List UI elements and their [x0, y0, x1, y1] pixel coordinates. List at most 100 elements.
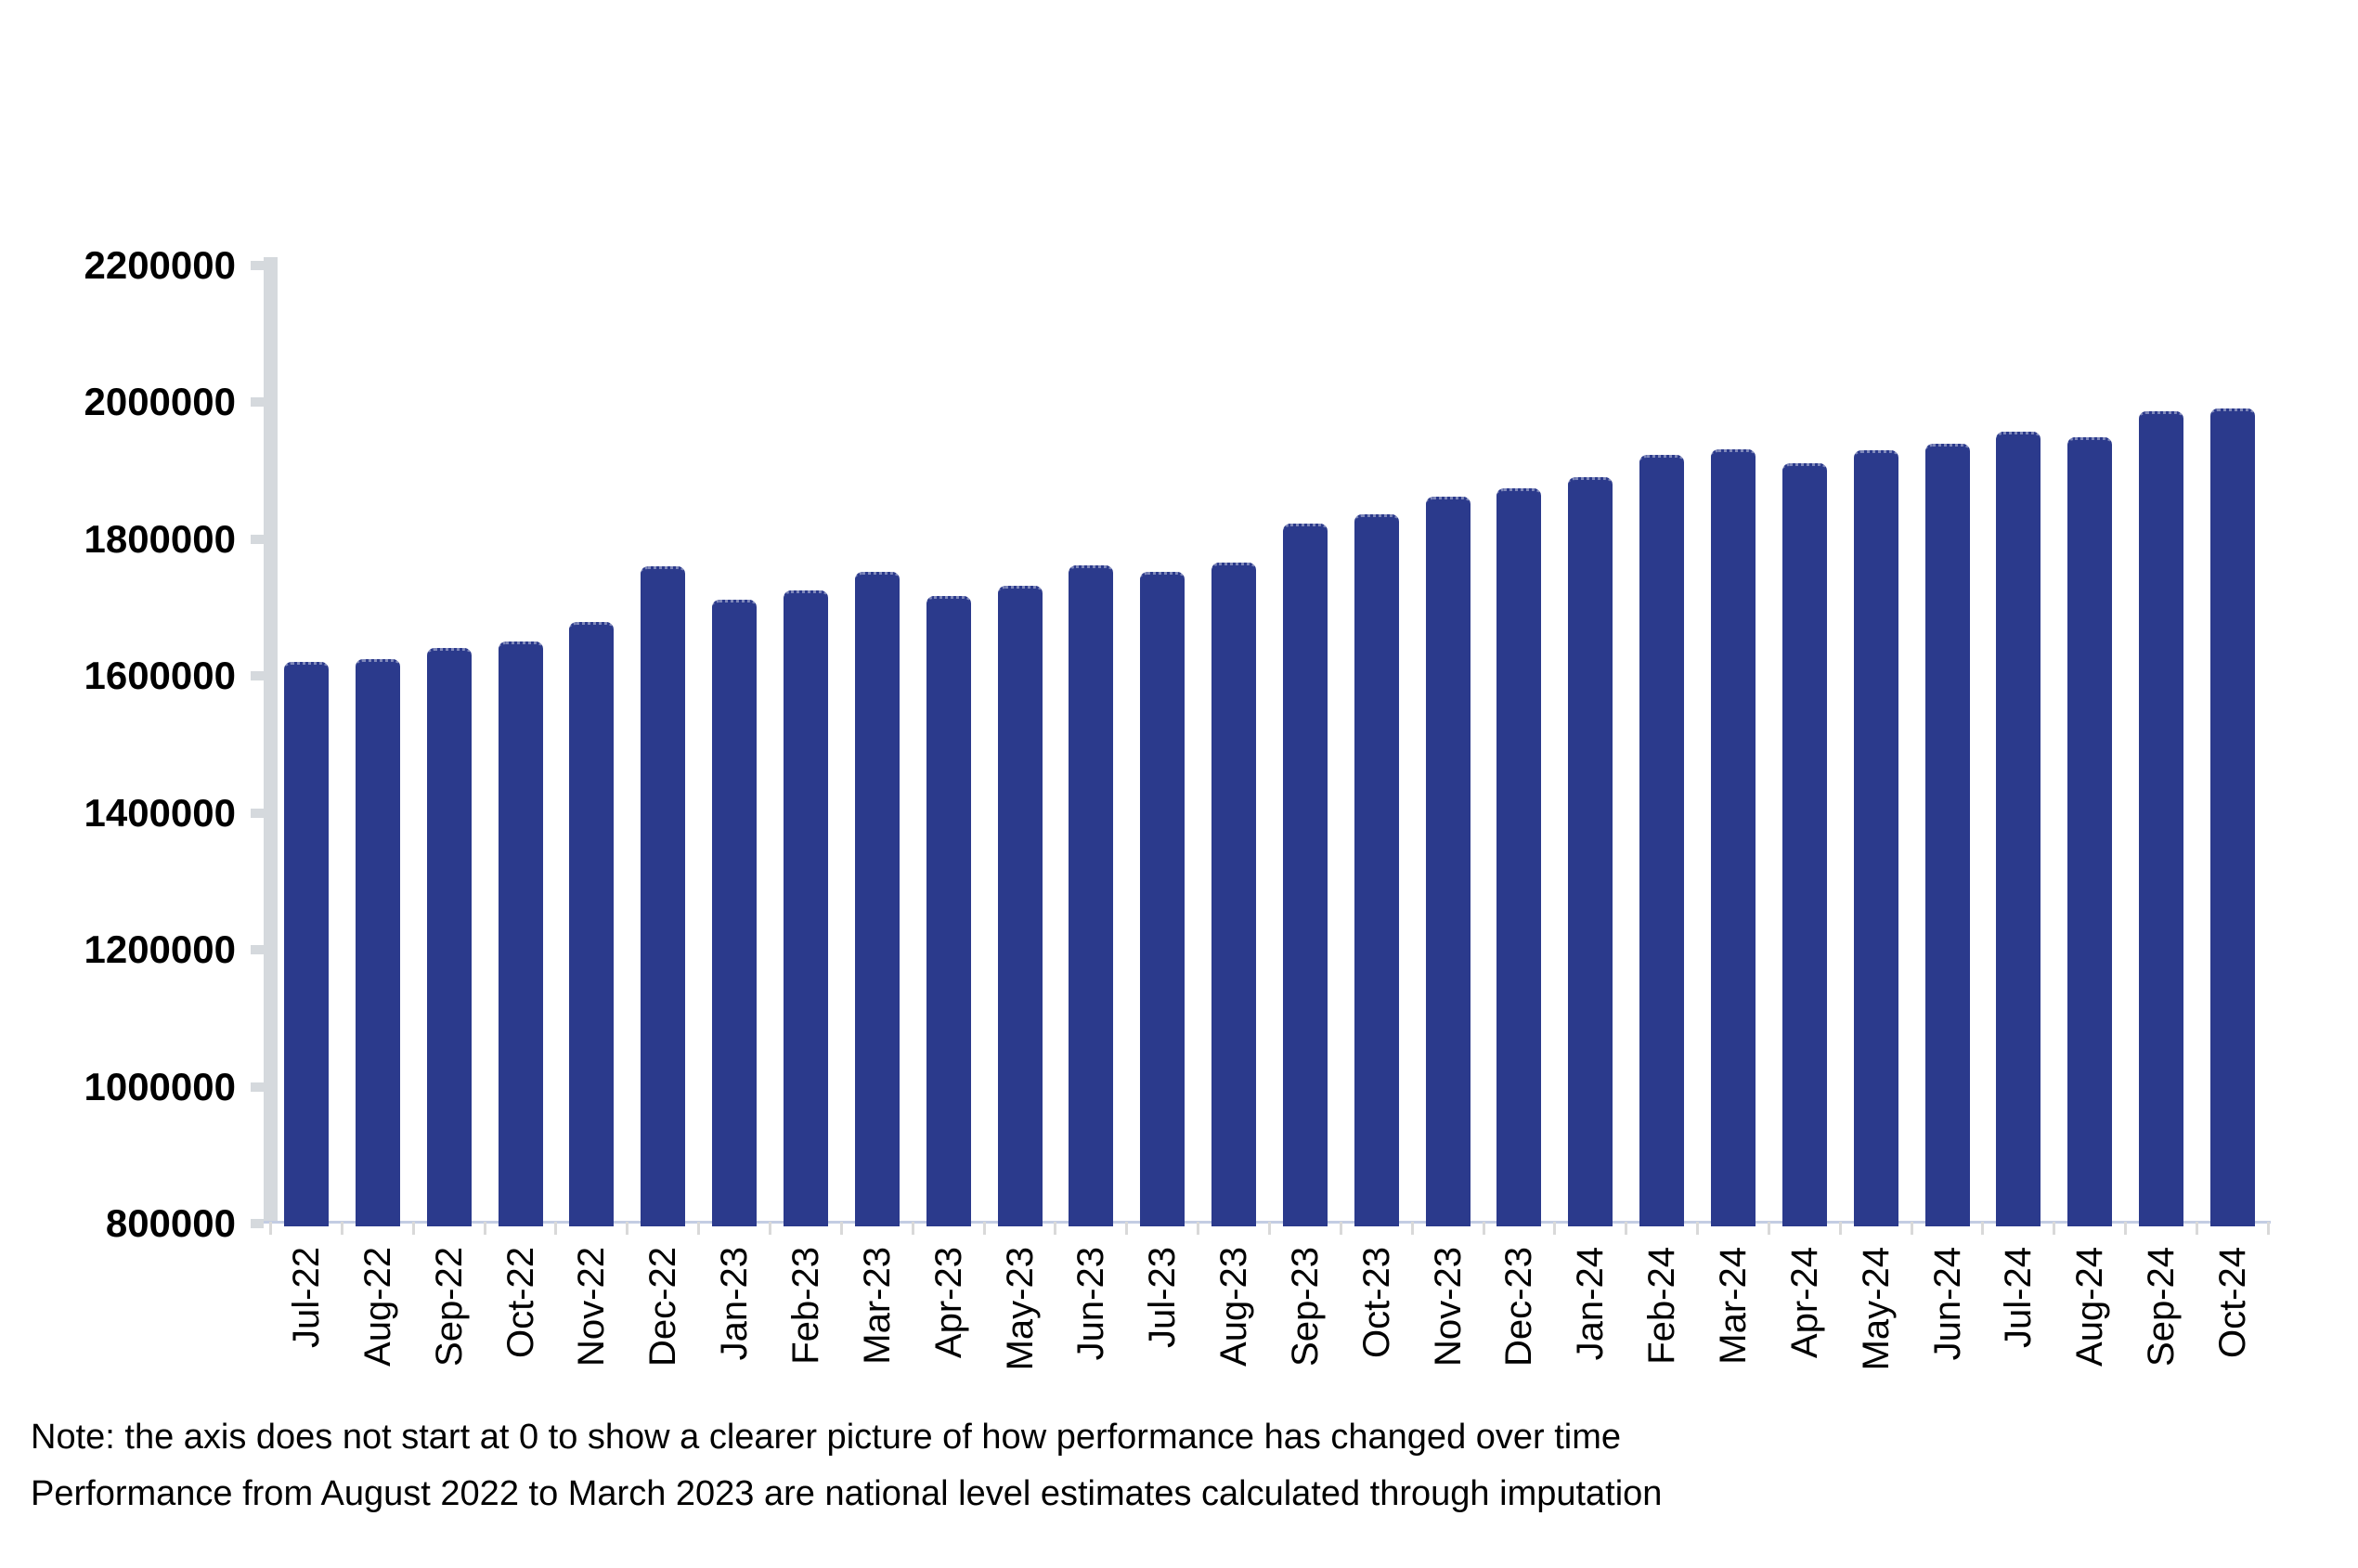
- bar-Feb-24: [1639, 454, 1685, 1226]
- bar-Sep-22: [426, 647, 472, 1226]
- x-axis-label: Sep-24: [2141, 1247, 2183, 1367]
- y-axis-tick: [251, 534, 264, 544]
- bar-Jan-23: [712, 600, 758, 1226]
- x-axis-label: May-24: [1855, 1247, 1897, 1371]
- y-axis-tick: [251, 397, 264, 407]
- x-axis-label: Mar-23: [856, 1247, 898, 1365]
- y-axis-label: 2000000: [84, 380, 236, 423]
- x-axis-tick: [1625, 1222, 1628, 1235]
- bar-Jan-24: [1568, 477, 1613, 1226]
- x-axis-tick: [1981, 1222, 1985, 1235]
- x-axis-tick: [1910, 1222, 1913, 1235]
- bar-Mar-24: [1711, 448, 1756, 1226]
- x-axis-tick: [839, 1222, 843, 1235]
- x-axis-label: Aug-22: [356, 1247, 398, 1367]
- bar-Jul-24: [1996, 431, 2041, 1226]
- x-axis-tick: [2053, 1222, 2056, 1235]
- y-axis-tick: [251, 1219, 264, 1228]
- bar-Oct-24: [2209, 408, 2255, 1226]
- y-axis-label: 2200000: [84, 242, 236, 287]
- x-axis-tick: [1054, 1222, 1057, 1235]
- y-axis-tick: [251, 260, 264, 270]
- x-axis-label: Oct-22: [499, 1247, 541, 1359]
- bar-May-23: [997, 585, 1043, 1226]
- footnote: Note: the axis does not start at 0 to sh…: [31, 1409, 1662, 1523]
- bar-Mar-23: [854, 571, 900, 1226]
- bar-Apr-24: [1781, 462, 1827, 1226]
- x-axis-tick: [1482, 1222, 1485, 1235]
- y-axis-label: 1200000: [84, 927, 236, 971]
- x-axis-tick: [982, 1222, 986, 1235]
- footnote-line-2: Performance from August 2022 to March 20…: [31, 1474, 1663, 1513]
- x-axis-tick: [1553, 1222, 1557, 1235]
- bar-Sep-24: [2139, 411, 2184, 1226]
- x-axis-tick: [269, 1222, 273, 1235]
- bar-Aug-23: [1211, 562, 1257, 1226]
- y-axis-label: 1400000: [84, 790, 236, 835]
- x-axis-label: Jan-23: [714, 1247, 756, 1361]
- bar-Jul-23: [1140, 571, 1185, 1226]
- x-axis-tick: [697, 1222, 701, 1235]
- y-axis-line: [264, 257, 278, 1224]
- bar-Jun-24: [1924, 444, 1970, 1226]
- x-axis-label: Jan-24: [1570, 1247, 1612, 1361]
- bar-Nov-23: [1425, 496, 1471, 1226]
- x-axis-label: Mar-24: [1713, 1247, 1754, 1365]
- x-axis-tick: [1410, 1222, 1414, 1235]
- x-axis-label: Oct-24: [2211, 1247, 2253, 1359]
- x-axis-tick: [411, 1222, 415, 1235]
- x-axis-label: Feb-23: [784, 1247, 826, 1365]
- x-axis-tick: [911, 1222, 914, 1235]
- x-axis-label: Aug-24: [2069, 1247, 2111, 1367]
- y-axis-tick: [251, 1082, 264, 1092]
- x-axis-tick: [2266, 1222, 2270, 1235]
- x-axis-label: Apr-23: [927, 1247, 969, 1359]
- bar-Dec-23: [1496, 487, 1542, 1226]
- bar-Aug-24: [2067, 437, 2113, 1226]
- y-axis-label: 1800000: [84, 516, 236, 561]
- bar-Oct-23: [1354, 514, 1399, 1226]
- x-axis-label: Aug-23: [1213, 1247, 1255, 1367]
- x-axis-tick: [1339, 1222, 1342, 1235]
- x-axis-label: Nov-23: [1427, 1247, 1469, 1367]
- x-axis-line: [264, 1221, 2271, 1224]
- x-axis-tick: [1696, 1222, 1700, 1235]
- x-axis-tick: [483, 1222, 486, 1235]
- bar-Feb-23: [783, 590, 828, 1226]
- x-axis-tick: [1838, 1222, 1842, 1235]
- x-axis-label: Feb-24: [1641, 1247, 1683, 1365]
- bar-Oct-22: [498, 641, 543, 1226]
- x-axis-label: Jun-24: [1926, 1247, 1968, 1361]
- y-axis-tick: [251, 808, 264, 818]
- x-axis-label: Jul-23: [1142, 1247, 1184, 1348]
- bar-Dec-22: [641, 566, 686, 1226]
- x-axis-label: Nov-22: [571, 1247, 613, 1367]
- bar-Sep-23: [1282, 523, 1328, 1226]
- footnote-line-1: Note: the axis does not start at 0 to sh…: [31, 1418, 1622, 1457]
- x-axis-label: Jul-22: [286, 1247, 327, 1348]
- x-axis-tick: [1197, 1222, 1200, 1235]
- y-axis-label: 1600000: [84, 654, 236, 697]
- x-axis-label: Dec-22: [642, 1247, 684, 1367]
- x-axis-label: Sep-22: [428, 1247, 470, 1367]
- y-axis-label: 1000000: [84, 1064, 236, 1108]
- x-axis-label: May-23: [999, 1247, 1041, 1371]
- x-axis-label: Sep-23: [1284, 1247, 1326, 1367]
- x-axis-tick: [626, 1222, 629, 1235]
- x-axis-tick: [1125, 1222, 1129, 1235]
- x-axis-label: Oct-23: [1355, 1247, 1397, 1359]
- bar-May-24: [1853, 449, 1898, 1226]
- x-axis-tick: [769, 1222, 772, 1235]
- x-axis-tick: [340, 1222, 343, 1235]
- bar-Jul-22: [284, 662, 329, 1226]
- x-axis-label: Jun-23: [1070, 1247, 1112, 1361]
- bar-Apr-23: [926, 595, 971, 1226]
- x-axis-tick: [2196, 1222, 2199, 1235]
- bar-Aug-22: [355, 658, 400, 1226]
- x-axis-label: Dec-23: [1498, 1247, 1540, 1367]
- bar-Jun-23: [1069, 564, 1114, 1226]
- x-axis-tick: [1767, 1222, 1770, 1235]
- y-axis-tick: [251, 671, 264, 680]
- y-axis-tick: [251, 945, 264, 954]
